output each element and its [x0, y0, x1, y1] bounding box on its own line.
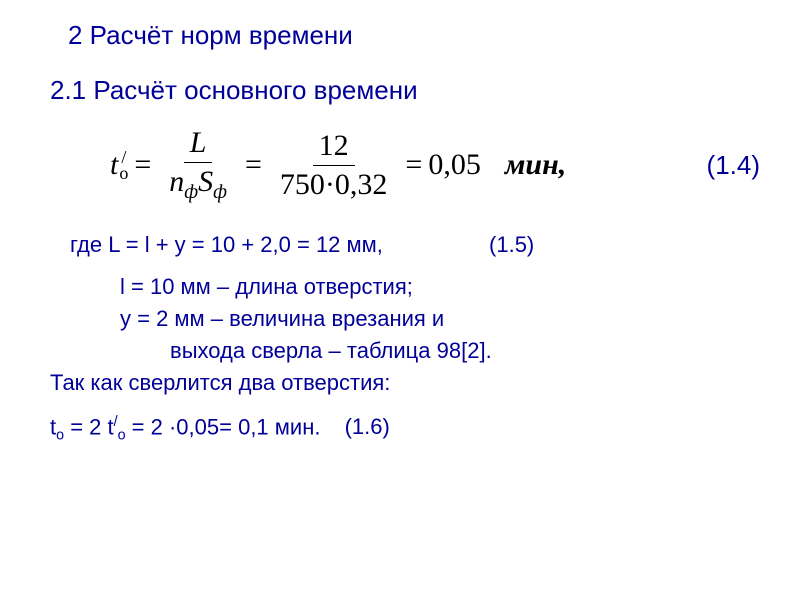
section-heading: 2 Расчёт норм времени: [68, 20, 770, 51]
result-value: 0,05: [428, 148, 481, 182]
final-sub2: о: [118, 428, 126, 444]
frac1-den: nфSф: [163, 163, 233, 204]
equals-3: =: [405, 148, 422, 182]
main-formula: t/о = L nфSф = 12 750·0,32 = 0,05 мин,: [110, 126, 566, 204]
frac1-num: L: [184, 126, 213, 163]
formula-row: t/о = L nфSф = 12 750·0,32 = 0,05 мин, (…: [110, 126, 770, 204]
final-post: = 2 ·0,05= 0,1 мин.: [126, 414, 321, 439]
def-l: l = 10 мм – длина отверстия;: [120, 274, 770, 300]
equation-number-1-5: (1.5): [489, 232, 534, 257]
slide-content: 2 Расчёт норм времени 2.1 Расчёт основно…: [0, 0, 800, 470]
subsection-heading: 2.1 Расчёт основного времени: [50, 75, 770, 106]
note-line: Так как сверлится два отверстия:: [50, 370, 770, 396]
t-scripts: /о: [119, 149, 128, 181]
definitions-block: l = 10 мм – длина отверстия; у = 2 мм – …: [50, 274, 770, 364]
def-y-cont: выхода сверла – таблица 98[2].: [170, 338, 770, 364]
equals-1: =: [134, 148, 151, 182]
L-expression: где L = l + y = 10 + 2,0 = 12 мм,: [70, 232, 383, 257]
frac2-num: 12: [313, 129, 355, 166]
final-mid: = 2 t: [64, 414, 114, 439]
equals-2: =: [245, 148, 262, 182]
equation-number-1-6: (1.6): [345, 414, 390, 439]
var-t: t: [110, 148, 118, 182]
unit-label: мин,: [505, 148, 566, 182]
final-line: tо = 2 t/о = 2 ·0,05= 0,1 мин. (1.6): [50, 414, 770, 444]
def-y: у = 2 мм – величина врезания и: [120, 306, 770, 332]
line-L-definition: где L = l + y = 10 + 2,0 = 12 мм, (1.5): [70, 232, 770, 258]
equation-number-1-4: (1.4): [707, 150, 770, 181]
final-sub1: о: [56, 428, 64, 444]
frac2-den: 750·0,32: [274, 166, 394, 202]
fraction-1: L nфSф: [163, 126, 233, 204]
fraction-2: 12 750·0,32: [274, 129, 394, 202]
